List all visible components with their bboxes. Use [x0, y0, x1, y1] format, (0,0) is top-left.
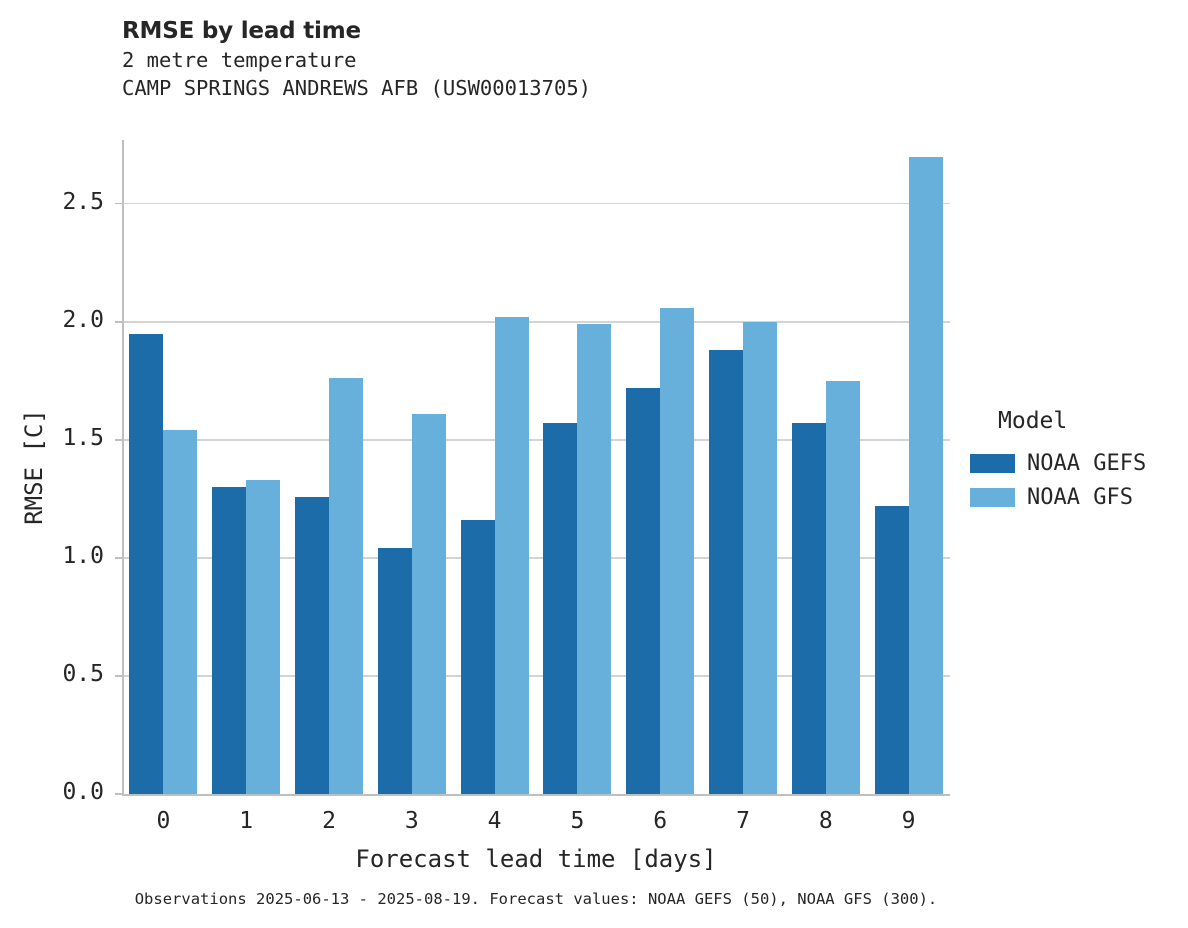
figure-caption: Observations 2025-06-13 - 2025-08-19. Fo…	[134, 890, 938, 908]
bar-noaa-gfs-day-2	[329, 378, 363, 794]
bar-noaa-gefs-day-7	[709, 350, 743, 794]
gridline	[124, 202, 950, 205]
x-tick-label: 4	[487, 808, 502, 834]
bar-noaa-gfs-day-3	[411, 413, 446, 794]
x-tick-label: 9	[901, 808, 916, 834]
legend-item-noaa-gefs[interactable]: NOAA GEFS	[970, 446, 1180, 480]
legend-label: NOAA GFS	[1027, 484, 1133, 510]
y-tick-mark	[115, 202, 122, 205]
bar-noaa-gfs-day-0	[163, 430, 198, 794]
bar-noaa-gefs-day-8	[791, 423, 826, 794]
legend-entries: NOAA GEFS NOAA GFS	[970, 446, 1180, 514]
gridline	[124, 675, 950, 677]
chart-subtitle-variable: 2 metre temperature	[122, 48, 357, 72]
bar-noaa-gfs-day-9	[908, 156, 943, 794]
y-tick-label: 0.0	[62, 779, 104, 805]
bar-noaa-gefs-day-0	[129, 333, 164, 794]
legend: Model NOAA GEFS NOAA GFS	[970, 408, 1180, 514]
gridline	[124, 439, 950, 441]
bar-noaa-gefs-day-6	[626, 387, 661, 794]
gridline	[124, 321, 950, 323]
y-tick-label: 1.5	[62, 424, 104, 451]
title-block: RMSE by lead time 2 metre temperature CA…	[122, 16, 922, 102]
x-tick-label: 2	[322, 808, 336, 834]
y-tick-label: 2.0	[62, 306, 104, 333]
gridline	[124, 557, 950, 559]
x-tick-label: 1	[239, 808, 254, 834]
x-tick-label: 8	[818, 808, 833, 834]
y-tick-label: 2.5	[62, 188, 104, 215]
x-tick-label: 3	[404, 808, 419, 834]
y-axis-title-wrapper: RMSE [C]	[14, 140, 54, 794]
legend-label: NOAA GEFS	[1027, 450, 1147, 476]
bar-noaa-gfs-day-5	[577, 324, 612, 794]
bar-noaa-gfs-day-1	[246, 480, 281, 794]
bar-noaa-gfs-day-6	[660, 307, 695, 794]
bar-noaa-gefs-day-4	[460, 520, 495, 794]
legend-swatch-icon	[970, 487, 1015, 507]
bar-noaa-gfs-day-4	[494, 317, 529, 794]
y-tick-mark	[115, 675, 122, 677]
y-tick-label: 0.5	[62, 660, 104, 687]
x-axis-line	[122, 794, 950, 796]
y-tick-label: 1.0	[62, 542, 104, 569]
x-tick-label: 7	[736, 808, 750, 834]
y-tick-mark	[115, 321, 122, 323]
y-tick-mark	[115, 557, 122, 559]
bar-noaa-gefs-day-1	[212, 487, 247, 794]
x-tick-label: 0	[156, 808, 171, 834]
bar-noaa-gfs-day-7	[743, 321, 777, 794]
y-axis-line	[122, 140, 124, 794]
legend-item-noaa-gfs[interactable]: NOAA GFS	[970, 480, 1180, 514]
page-title: RMSE by lead time	[122, 18, 361, 44]
x-axis-title: Forecast lead time [days]	[355, 845, 717, 873]
legend-swatch-icon	[970, 453, 1015, 473]
bar-noaa-gefs-day-9	[874, 505, 909, 794]
y-axis-title: RMSE [C]	[20, 409, 48, 525]
bar-noaa-gefs-day-2	[295, 496, 329, 794]
x-tick-label: 6	[653, 808, 668, 834]
legend-title: Model	[998, 408, 1068, 434]
x-tick-label: 5	[570, 808, 585, 834]
bar-noaa-gfs-day-8	[825, 380, 860, 794]
bar-noaa-gefs-day-3	[377, 548, 412, 794]
chart-subtitle-station: CAMP SPRINGS ANDREWS AFB (USW00013705)	[122, 76, 591, 100]
plot-area: 0 1 2 3 4 5 6 7 8 9 Forecast lead time [days]	[115, 140, 950, 873]
bar-noaa-gefs-day-5	[543, 423, 578, 794]
y-tick-mark	[115, 439, 122, 441]
y-tick-mark	[115, 793, 122, 795]
